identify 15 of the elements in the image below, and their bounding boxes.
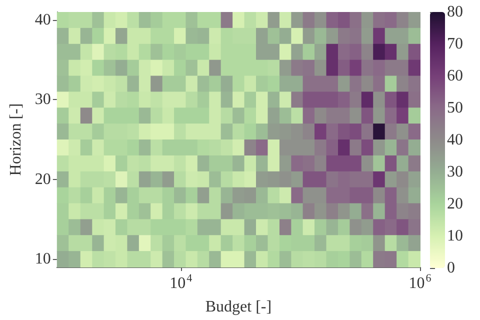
x-axis-title: Budget [-]: [205, 298, 272, 316]
y-tick-label: 20: [34, 170, 51, 188]
color-bar-label: 50: [447, 100, 463, 116]
y-axis-title: Horizon [-]: [8, 103, 24, 176]
color-bar-label: 10: [447, 228, 463, 244]
color-bar-label: 60: [447, 68, 463, 84]
color-bar-label: 40: [447, 132, 463, 148]
y-tick-label: 10: [34, 250, 51, 268]
color-bar-label: 20: [447, 196, 463, 212]
color-bar-label: 80: [447, 4, 463, 20]
color-bar-label: 30: [447, 164, 463, 180]
y-tick-label: 40: [34, 11, 51, 28]
y-tick-label: 30: [34, 91, 51, 108]
color-bar-label: 0: [447, 260, 455, 276]
color-bar-label: 70: [447, 36, 463, 52]
